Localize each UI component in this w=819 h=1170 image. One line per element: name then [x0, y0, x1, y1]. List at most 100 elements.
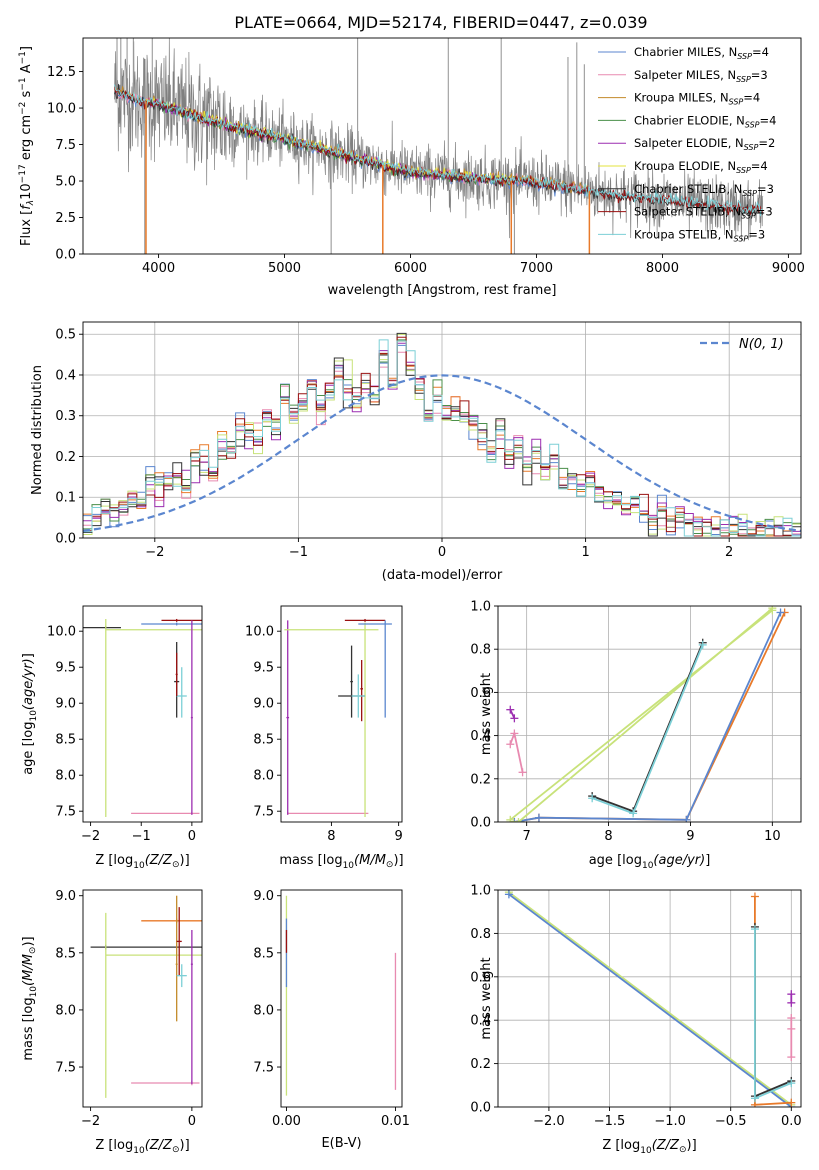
x-tick-label: −2	[81, 1114, 100, 1129]
x-tick-label: −1	[289, 545, 308, 560]
chart-mass-vs-ebv: 0.00 0.01 7.5 8.0 8.5 9.0 E(B-V)	[253, 889, 410, 1151]
y-tick-label: 0.3	[55, 409, 76, 424]
plot-area	[90, 895, 202, 1098]
y-tick-label: 9.0	[55, 889, 76, 904]
x-tick-label: 7	[523, 829, 531, 844]
x-tick-label: 0	[188, 1114, 196, 1129]
gaussian-curve	[83, 374, 801, 532]
y-tick-label: 7.5	[253, 1061, 274, 1076]
x-tick-label: 0.01	[381, 1114, 410, 1129]
chart-weight-vs-age: 7 8 9 10 0.0 0.2 0.4 0.6 0.8 1.0 age [log10(age/yr…	[470, 600, 802, 871]
x-tick-label: 8	[327, 829, 335, 844]
y-tick-label: 7.5	[55, 805, 76, 820]
plot-area	[83, 618, 202, 817]
y-tick-label: 8.0	[253, 1003, 274, 1018]
legend-label: Chabrier MILES, NSSP=4	[634, 45, 769, 61]
weight-line	[754, 926, 792, 1098]
residual-histogram	[83, 339, 801, 537]
y-tick-label: 7.5	[253, 805, 274, 820]
y-tick-label: 0.2	[470, 772, 491, 787]
axes-frame	[280, 605, 403, 823]
x-axis-label: Z [log10(Z/Z⊙)]	[95, 1138, 189, 1156]
y-tick-label: 9.0	[55, 697, 76, 712]
y-tick-label: 0.0	[470, 816, 491, 831]
y-tick-label: 9.0	[253, 889, 274, 904]
weight-line	[754, 896, 792, 1106]
y-tick-label: 0.0	[55, 532, 76, 547]
chart-age-vs-mass: 8 9 7.5 8.0 8.5 9.0 9.5 10.0 mass [log10(M/M⊙)]	[245, 605, 404, 871]
y-tick-label: 0.6	[470, 686, 491, 701]
y-tick-label: 8.0	[55, 769, 76, 784]
chart-residuals: −2 −1 0 1 2 0.0 0.1 0.2 0.3 0.4 0.5 N(0, 1) (data-mo…	[30, 321, 802, 583]
y-tick-label: 0.0	[470, 1101, 491, 1116]
y-tick-label: 1.0	[470, 884, 491, 899]
y-tick-label: 0.2	[470, 1057, 491, 1072]
x-tick-label: 9	[686, 829, 694, 844]
y-tick-label: 7.5	[55, 138, 76, 153]
x-axis-label: wavelength [Angstrom, rest frame]	[328, 283, 557, 298]
y-tick-label: 0.8	[470, 927, 491, 942]
x-axis-label: (data-model)/error	[382, 568, 503, 583]
y-tick-label: 10.0	[47, 625, 76, 640]
y-tick-label: 8.5	[55, 946, 76, 961]
x-tick-label: 8000	[646, 261, 679, 276]
legend-label: Salpeter ELODIE, NSSP=2	[634, 136, 775, 152]
x-tick-label: 4000	[142, 261, 175, 276]
y-axis-label: Flux [fλ10−17 erg cm−2 s−1 A−1]	[18, 46, 36, 246]
axes-frame	[82, 37, 802, 255]
y-tick-label: 0.2	[55, 450, 76, 465]
y-tick-label: 0.0	[55, 248, 76, 263]
axes-frame	[280, 889, 403, 1108]
y-tick-label: 12.5	[47, 65, 76, 80]
legend-label: Kroupa MILES, NSSP=4	[634, 91, 760, 107]
axes-frame	[497, 889, 802, 1108]
y-axis-label: mass [log10(M/M⊙)]	[21, 936, 39, 1060]
y-tick-label: 0.4	[55, 368, 76, 383]
axes-frame	[497, 605, 802, 823]
y-axis-label: age [log10(age/yr)]	[21, 653, 39, 775]
legend-label: Salpeter MILES, NSSP=3	[634, 68, 768, 84]
chart-mass-vs-Z: −2 0 7.5 8.0 8.5 9.0 Z [log10(Z/Z⊙)] mass [log1…	[21, 889, 203, 1156]
legend-label: Kroupa ELODIE, NSSP=4	[634, 159, 768, 175]
plot-area	[285, 895, 397, 1096]
axes-frame	[82, 889, 203, 1108]
legend-label: Kroupa STELIB, NSSP=3	[634, 227, 765, 243]
x-axis-label: age [log10(age/yr)]	[589, 853, 711, 871]
y-tick-label: 9.5	[55, 661, 76, 676]
x-tick-label: 9	[394, 829, 402, 844]
figure-title: PLATE=0664, MJD=52174, FIBERID=0447, z=0…	[234, 13, 647, 32]
legend-label: Chabrier ELODIE, NSSP=4	[634, 113, 776, 129]
plot-area	[498, 606, 801, 822]
x-tick-label: 8	[604, 829, 612, 844]
y-tick-label: 9.5	[253, 661, 274, 676]
y-tick-label: 0.5	[55, 328, 76, 343]
x-tick-label: 2	[725, 545, 733, 560]
x-tick-label: 6000	[394, 261, 427, 276]
weight-line	[509, 709, 516, 719]
y-tick-label: 1.0	[470, 600, 491, 615]
y-tick-label: 9.0	[253, 697, 274, 712]
x-axis-label: Z [log10(Z/Z⊙)]	[95, 853, 189, 871]
x-tick-label: 9000	[772, 261, 805, 276]
x-tick-label: −2	[145, 545, 164, 560]
weight-line	[514, 612, 782, 822]
x-tick-label: −1	[132, 829, 151, 844]
plot-area	[284, 618, 392, 817]
weight-line	[508, 891, 792, 1106]
x-tick-label: 5000	[268, 261, 301, 276]
x-tick-label: −2	[81, 829, 100, 844]
plot-area	[498, 890, 801, 1107]
x-tick-label: 0	[188, 829, 196, 844]
x-tick-label: −1.5	[594, 1114, 626, 1129]
y-tick-label: 10.0	[47, 102, 76, 117]
y-tick-label: 7.5	[55, 1061, 76, 1076]
y-tick-label: 0.1	[55, 491, 76, 506]
plot-layer: Chabrier MILES, NSSP=4 Salpeter MILES, NS…	[18, 37, 805, 1157]
y-tick-label: 0.4	[470, 1014, 491, 1029]
x-tick-label: 0.0	[781, 1114, 802, 1129]
x-tick-label: −0.5	[715, 1114, 747, 1129]
legend-label: Salpeter STELIB, NSSP=3	[634, 205, 773, 221]
chart-weight-vs-Z: −2.0 −1.5 −1.0 −0.5 0.0 0.0 0.2 0.4 0.6 0.8 1.0 Z […	[470, 884, 801, 1157]
legend-label: Chabrier STELIB, NSSP=3	[634, 182, 774, 198]
axes-frame	[82, 605, 203, 823]
